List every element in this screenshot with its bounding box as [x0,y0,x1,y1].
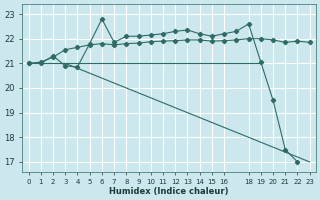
X-axis label: Humidex (Indice chaleur): Humidex (Indice chaleur) [109,187,229,196]
